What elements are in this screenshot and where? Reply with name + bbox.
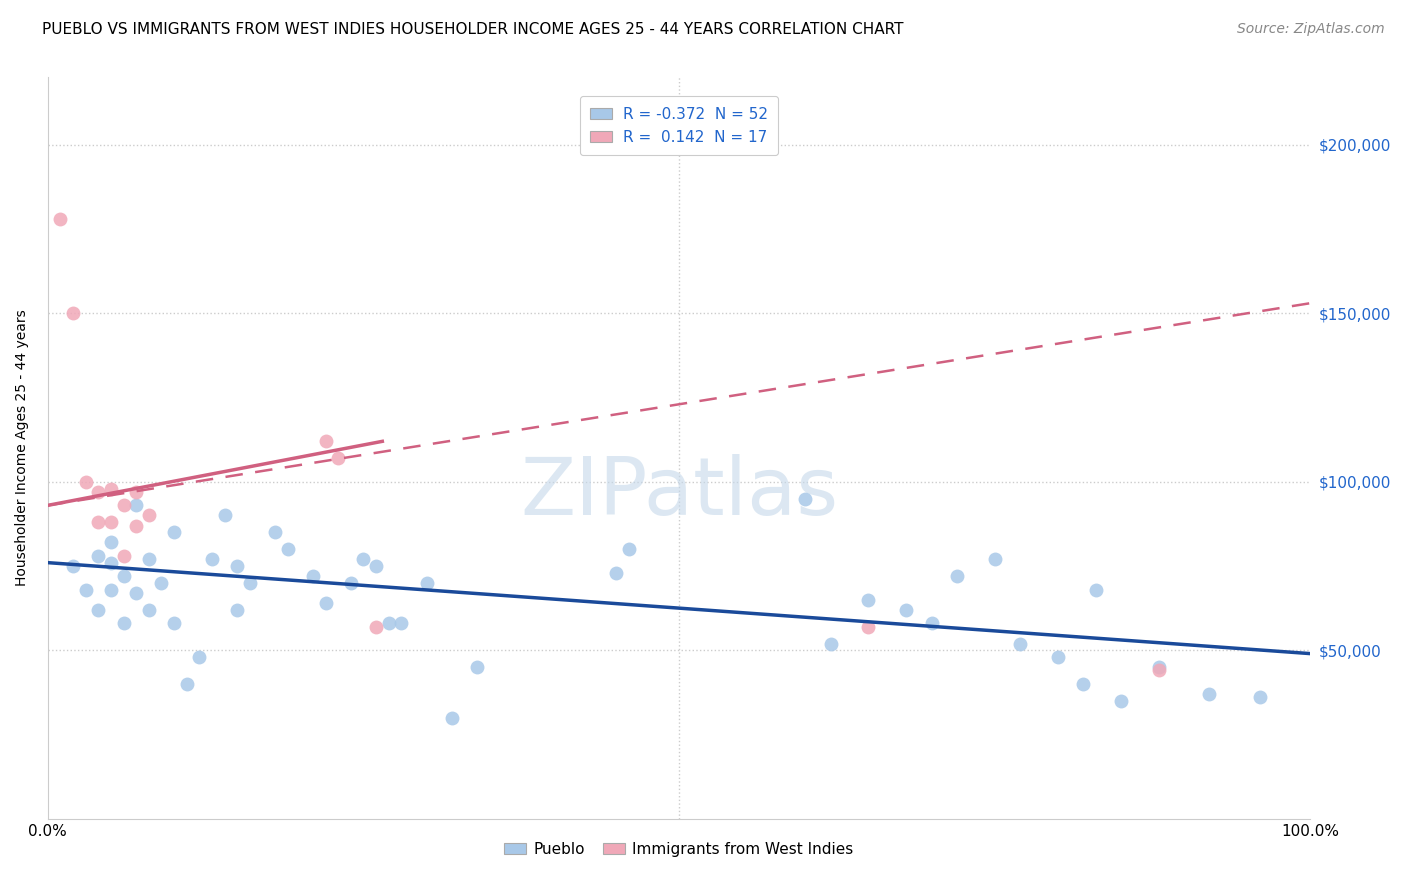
Point [150,575,173,590]
Point [921,616,943,631]
Point [1008,636,1031,650]
Point [389,616,412,631]
Point [100,535,122,549]
Point [87,603,110,617]
Point [62,306,84,320]
Point [214,508,236,523]
Point [277,542,299,557]
Point [163,525,186,540]
Point [896,603,918,617]
Point [188,650,211,665]
Point [75,582,97,597]
Point [112,549,135,563]
Text: PUEBLO VS IMMIGRANTS FROM WEST INDIES HOUSEHOLDER INCOME AGES 25 - 44 YEARS CORR: PUEBLO VS IMMIGRANTS FROM WEST INDIES HO… [42,22,904,37]
Point [858,620,880,634]
Point [302,569,325,583]
Point [100,515,122,529]
Legend: Pueblo, Immigrants from West Indies: Pueblo, Immigrants from West Indies [498,836,859,863]
Point [138,603,160,617]
Point [87,549,110,563]
Point [1046,650,1069,665]
Point [112,499,135,513]
Point [352,552,374,566]
Point [326,451,349,466]
Point [138,508,160,523]
Point [794,491,817,506]
Point [125,586,148,600]
Point [112,616,135,631]
Point [138,552,160,566]
Point [100,556,122,570]
Point [75,475,97,489]
Point [49,211,72,226]
Point [440,711,463,725]
Point [100,582,122,597]
Point [858,592,880,607]
Text: Source: ZipAtlas.com: Source: ZipAtlas.com [1237,22,1385,37]
Point [1109,694,1132,708]
Point [62,559,84,574]
Point [364,620,387,634]
Point [264,525,287,540]
Point [1249,690,1271,705]
Point [339,575,361,590]
Point [617,542,640,557]
Point [415,575,437,590]
Point [1084,582,1107,597]
Text: ZIPatlas: ZIPatlas [520,453,838,532]
Point [465,660,488,674]
Point [1071,677,1094,691]
Point [1198,687,1220,701]
Point [125,518,148,533]
Point [125,484,148,499]
Point [87,484,110,499]
Point [377,616,399,631]
Point [163,616,186,631]
Point [364,559,387,574]
Y-axis label: Householder Income Ages 25 - 44 years: Householder Income Ages 25 - 44 years [15,310,30,586]
Point [1147,664,1170,678]
Point [201,552,224,566]
Point [125,499,148,513]
Point [945,569,967,583]
Point [315,434,337,449]
Point [820,636,842,650]
Point [100,482,122,496]
Point [239,575,262,590]
Point [226,603,249,617]
Point [176,677,198,691]
Point [226,559,249,574]
Point [87,515,110,529]
Point [1147,660,1170,674]
Point [112,569,135,583]
Point [315,596,337,610]
Point [605,566,627,580]
Point [983,552,1005,566]
